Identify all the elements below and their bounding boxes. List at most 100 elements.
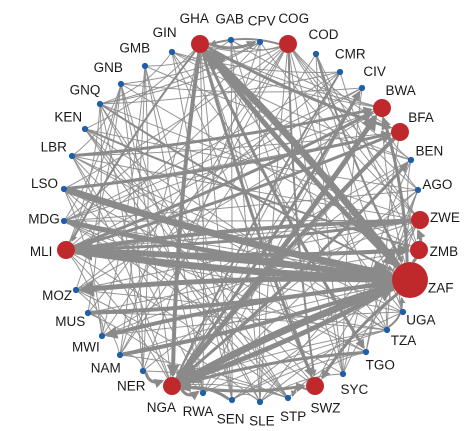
edge-thin: [120, 41, 261, 86]
edge-thin: [170, 51, 233, 401]
node-label-swz: SWZ: [310, 400, 340, 415]
node-mwi: [98, 332, 106, 340]
node-label-lbr: LBR: [41, 139, 68, 154]
node-gnq: [96, 100, 104, 108]
node-label-gnq: GNQ: [70, 82, 101, 97]
node-bwa: [373, 99, 391, 117]
edge-thin: [144, 65, 412, 161]
edge-gha-nga: [166, 52, 202, 378]
edge-ner-nga: [144, 371, 165, 389]
node-stp: [284, 394, 292, 402]
edge-mli-zwe: [74, 217, 411, 251]
node-sle: [256, 398, 264, 406]
node-bfa: [391, 123, 409, 141]
edge-thin: [63, 189, 419, 223]
edge-zaf-gha: [204, 49, 401, 269]
node-label-tgo: TGO: [366, 358, 395, 373]
edge-gha-swz: [201, 52, 314, 378]
node-gha: [191, 35, 209, 53]
node-label-syc: SYC: [341, 382, 369, 397]
node-label-gnb: GNB: [94, 60, 123, 75]
edge-thin: [202, 329, 388, 394]
node-mli: [57, 241, 75, 259]
edge-thin: [75, 83, 123, 291]
edge-thin: [315, 53, 345, 375]
edge-thin: [99, 71, 341, 106]
node-label-ner: NER: [117, 379, 146, 394]
node-tza: [383, 326, 391, 334]
node-label-gha: GHA: [180, 11, 209, 26]
edge-bfa-nga: [177, 137, 396, 380]
edge-tza-zaf: [387, 296, 406, 329]
node-label-zwe: ZWE: [430, 210, 460, 225]
edge-thin: [65, 83, 123, 251]
node-label-civ: CIV: [363, 64, 386, 79]
edge-thin: [171, 51, 316, 387]
node-label-nam: NAM: [91, 361, 121, 376]
node-cod: [312, 50, 320, 58]
node-label-sen: SEN: [217, 412, 245, 427]
node-label-moz: MOZ: [42, 288, 72, 303]
node-label-ken: KEN: [54, 110, 82, 125]
edge-gha-bfa: [207, 46, 392, 130]
edge-mli-zmb: [74, 244, 411, 258]
edge-thin: [99, 51, 173, 105]
edge-thin: [120, 83, 420, 251]
edge-thin: [144, 39, 232, 68]
edge-cog-swz: [287, 52, 317, 377]
node-tgo: [362, 348, 370, 356]
node-label-stp: STP: [280, 409, 306, 424]
edges: [65, 38, 426, 401]
node-moz: [72, 286, 80, 294]
edge-thin: [71, 155, 404, 313]
node-label-cod: COD: [308, 27, 338, 42]
nodes: [57, 35, 429, 406]
node-nga: [163, 377, 181, 395]
edge-zaf-bwa: [381, 117, 409, 263]
edge-thin: [142, 65, 149, 372]
edge-gha-tgo: [202, 51, 365, 350]
edge-thin: [101, 311, 404, 338]
node-cpv: [256, 38, 264, 46]
node-lso: [60, 185, 68, 193]
node-gmb: [141, 62, 149, 70]
edge-zaf-nga: [178, 284, 395, 385]
node-uga: [399, 308, 407, 316]
edge-zwe-mli: [74, 218, 412, 254]
edge-thin: [71, 83, 122, 157]
node-label-gmb: GMB: [119, 40, 150, 55]
edge-lso-zaf: [65, 186, 396, 283]
node-ago: [414, 186, 422, 194]
edge-cod-zaf: [316, 56, 404, 263]
node-lbr: [68, 152, 76, 160]
node-label-uga: UGA: [406, 313, 435, 328]
node-label-mus: MUS: [55, 314, 85, 329]
node-mdg: [60, 217, 68, 225]
node-label-ago: AGO: [422, 177, 452, 192]
node-label-cog: COG: [278, 11, 309, 26]
node-nam: [116, 351, 124, 359]
node-cog: [279, 35, 297, 53]
edge-thin: [258, 43, 289, 403]
node-label-gin: GIN: [153, 25, 177, 40]
edge-sen-nga: [180, 382, 230, 401]
node-swz: [306, 377, 324, 395]
node-label-sle: SLE: [249, 413, 275, 428]
edge-thin: [65, 249, 289, 399]
edge-thin: [63, 43, 289, 190]
edge-lbr-bwa: [74, 106, 374, 158]
edge-thin: [87, 43, 289, 314]
edge-thin: [71, 155, 173, 387]
edge-zaf-swz: [321, 292, 399, 380]
node-label-zmb: ZMB: [430, 244, 459, 259]
edge-zaf-mwi: [104, 281, 393, 339]
node-label-mwi: MWI: [72, 339, 100, 354]
node-ner: [139, 367, 147, 375]
edge-tgo-nga: [180, 351, 364, 387]
edge-nga-ben: [177, 162, 409, 381]
edge-nga-civ: [175, 90, 361, 380]
node-label-nga: NGA: [147, 400, 176, 415]
node-zwe: [411, 211, 429, 229]
